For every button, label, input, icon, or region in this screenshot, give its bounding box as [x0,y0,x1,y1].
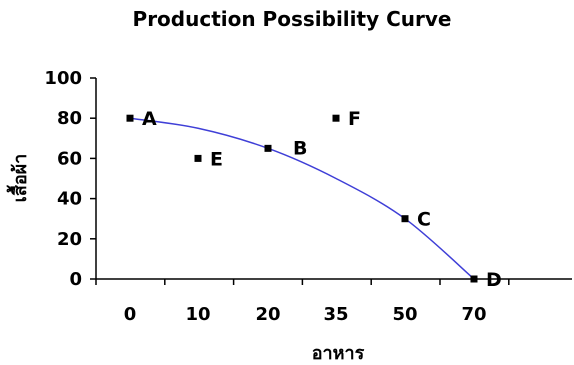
ppc-curve-line [129,117,475,280]
x-tick-label: 20 [255,304,280,325]
x-tick-label: 10 [185,304,210,325]
point-marker-a [126,114,134,122]
y-tick-label: 20 [57,229,82,250]
y-tick-label: 100 [44,68,82,89]
point-label-a: A [142,108,157,130]
y-axis-label: เสื้อผ้า [6,154,31,203]
x-tick-label: 50 [392,304,417,325]
x-tick-label: 70 [461,304,486,325]
points-group: A B C D E F [126,108,502,291]
y-ticks-group: 0 20 40 60 80 100 [44,68,96,290]
chart-title: Production Possibility Curve [133,7,452,31]
axes-group [95,78,572,280]
point-marker-b [264,144,272,152]
point-label-b: B [293,137,307,159]
y-tick-label: 80 [57,108,82,129]
x-tick-label: 0 [124,304,137,325]
point-marker-d [470,275,478,283]
x-axis-label: อาหาร [312,343,365,364]
x-ticks-group: 0 10 20 35 50 70 [95,279,510,325]
point-label-e: E [210,148,223,170]
point-label-d: D [486,269,502,291]
point-marker-c [401,215,409,223]
point-label-f: F [348,108,361,130]
y-tick-label: 60 [57,148,82,169]
x-tick-label: 35 [323,304,348,325]
y-tick-label: 0 [69,269,82,290]
point-label-c: C [417,209,431,231]
y-tick-label: 40 [57,189,82,210]
point-marker-e [194,154,202,162]
point-marker-f [332,114,340,122]
